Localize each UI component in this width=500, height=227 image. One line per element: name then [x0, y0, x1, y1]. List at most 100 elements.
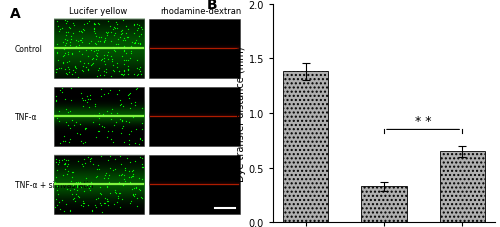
Point [111, 50, 119, 53]
Point [132, 127, 140, 131]
Point [78, 31, 86, 35]
Point [120, 49, 128, 53]
Point [68, 193, 76, 196]
Point [67, 179, 75, 183]
Point [124, 175, 132, 179]
Point [77, 91, 85, 95]
Point [120, 63, 128, 67]
Point [58, 159, 66, 163]
Point [71, 66, 79, 70]
Point [119, 105, 127, 109]
Point [120, 69, 128, 73]
Point [112, 167, 120, 171]
Point [92, 174, 100, 178]
Point [76, 122, 84, 126]
Point [138, 166, 146, 170]
Point [130, 195, 138, 198]
Point [102, 37, 110, 40]
Point [124, 65, 132, 68]
Point [119, 183, 127, 187]
Point [52, 160, 60, 164]
Point [106, 155, 114, 158]
Point [96, 204, 104, 207]
Point [52, 168, 60, 172]
Point [120, 39, 128, 42]
Point [59, 41, 67, 44]
Point [110, 34, 118, 38]
Point [64, 111, 72, 114]
Point [125, 133, 133, 136]
Point [55, 120, 63, 123]
Point [74, 50, 82, 54]
Point [104, 176, 112, 180]
Point [97, 59, 105, 63]
Point [118, 197, 126, 201]
Point [126, 181, 134, 185]
Point [124, 36, 132, 39]
Point [86, 157, 94, 161]
Point [88, 209, 96, 213]
Point [128, 170, 136, 173]
Point [103, 110, 111, 114]
Point [120, 37, 128, 41]
Point [100, 69, 108, 73]
Point [95, 168, 103, 171]
Point [69, 183, 77, 187]
Point [54, 193, 62, 196]
Point [116, 104, 124, 107]
Point [61, 44, 69, 47]
Point [108, 140, 116, 144]
Text: Control: Control [15, 45, 43, 54]
Point [67, 87, 75, 90]
Point [60, 158, 68, 161]
Point [80, 141, 88, 144]
Point [88, 209, 96, 212]
Point [62, 72, 70, 76]
Point [62, 34, 70, 38]
Point [87, 181, 95, 184]
Point [133, 204, 141, 208]
Point [60, 134, 68, 138]
Point [60, 52, 68, 56]
Point [94, 130, 102, 134]
Point [135, 68, 143, 72]
Point [77, 185, 85, 189]
Point [87, 49, 95, 52]
Point [76, 133, 84, 136]
Point [68, 53, 76, 57]
Point [90, 27, 98, 30]
Point [81, 127, 89, 131]
Point [100, 126, 108, 129]
Point [136, 35, 143, 39]
Point [108, 107, 116, 111]
Point [64, 68, 72, 72]
Point [64, 51, 72, 54]
Point [108, 60, 116, 64]
Point [76, 60, 84, 63]
Point [55, 158, 63, 162]
Point [125, 169, 133, 173]
Point [90, 29, 98, 32]
Point [106, 25, 114, 28]
Point [77, 30, 85, 34]
Point [136, 143, 143, 147]
Point [72, 188, 80, 192]
Point [100, 60, 108, 63]
Point [52, 180, 60, 184]
Point [86, 20, 94, 24]
Point [122, 32, 130, 35]
Point [114, 70, 122, 74]
Point [107, 138, 115, 141]
Point [79, 98, 87, 102]
Point [92, 52, 100, 56]
Point [135, 24, 143, 28]
Point [70, 24, 78, 27]
Point [120, 45, 128, 49]
Y-axis label: Dye transfer distance (mm): Dye transfer distance (mm) [236, 46, 246, 181]
Point [124, 28, 132, 32]
Point [72, 71, 80, 74]
Point [102, 32, 110, 36]
Point [138, 28, 146, 31]
Point [136, 137, 144, 141]
Point [111, 32, 119, 35]
